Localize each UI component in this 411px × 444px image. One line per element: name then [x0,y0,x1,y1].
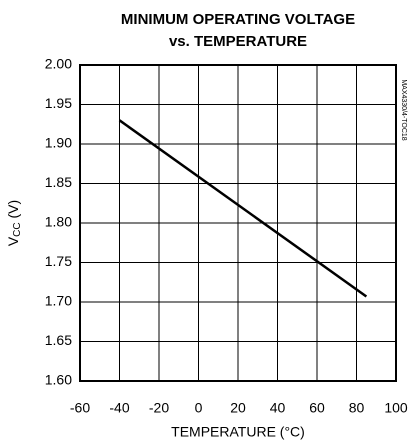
y-tick-label: 1.95 [45,95,72,111]
y-tick-label: 2.00 [45,56,72,72]
x-tick-label: -40 [109,400,129,416]
x-tick-label: 0 [195,400,203,416]
y-tick-label: 1.85 [45,174,72,190]
y-tick-label: 1.60 [45,372,72,388]
chart-title: vs. TEMPERATURE [169,33,307,50]
y-axis-label: VCC (V) [5,200,23,246]
x-tick-label: 40 [270,400,286,416]
x-tick-label: 20 [230,400,246,416]
data-line [118,119,368,298]
y-label-main: V [5,236,21,246]
plot-frame [79,64,397,382]
x-tick-label: 60 [309,400,325,416]
y-label-unit: (V) [5,200,21,223]
x-tick-label: -20 [149,400,169,416]
y-tick-label: 1.90 [45,135,72,151]
y-tick-label: 1.65 [45,332,72,348]
chart-title: MINIMUM OPERATING VOLTAGE [121,11,355,28]
y-tick-label: 1.75 [45,253,72,269]
x-tick-label: 80 [349,400,365,416]
y-tick-label: 1.80 [45,214,72,230]
y-tick-label: 1.70 [45,293,72,309]
y-label-sub: CC [12,222,23,236]
annotation: MAX4330/4-TOC18 [400,79,407,140]
x-tick-label: 100 [384,400,408,416]
x-tick-label: -60 [70,400,90,416]
x-axis-label: TEMPERATURE (°C) [171,424,305,440]
